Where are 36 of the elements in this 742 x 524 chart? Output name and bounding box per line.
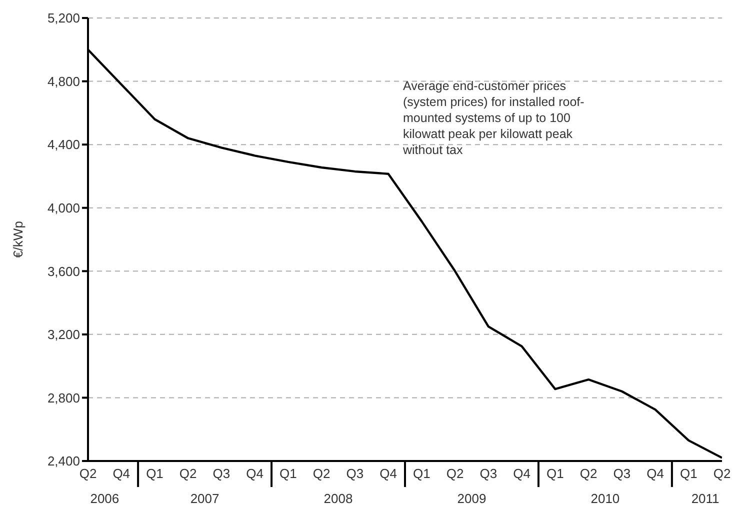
y-axis-title: €/kWp xyxy=(10,221,26,258)
x-tick-label: Q4 xyxy=(380,466,397,482)
text: 2011 xyxy=(691,491,720,506)
y-tick-label: 5,200 xyxy=(47,10,80,26)
y-tick-label: 4,400 xyxy=(47,137,80,152)
y-tick-label: 3,200 xyxy=(47,327,80,342)
x-tick-label: Q1 xyxy=(680,466,698,482)
x-tick-label: Q2 xyxy=(79,466,97,482)
x-tick-label: Q1 xyxy=(413,466,430,482)
x-tick-label: Q1 xyxy=(146,466,164,482)
y-tick-label: 4,800 xyxy=(47,74,80,89)
x-tick-label: Q1 xyxy=(280,466,297,482)
x-tick-label: Q4 xyxy=(112,466,130,482)
x-tick-label: Q2 xyxy=(713,466,731,482)
x-tick-label: Q2 xyxy=(446,466,464,482)
text: 2008 xyxy=(324,491,353,506)
x-tick-label: Q4 xyxy=(646,466,664,482)
x-tick-label: Q3 xyxy=(212,466,230,482)
x-tick-label: Q3 xyxy=(346,466,364,482)
x-tick-label: Q4 xyxy=(246,466,264,482)
x-tick-label: Q2 xyxy=(580,466,598,482)
x-tick-label: Q3 xyxy=(480,466,498,482)
y-tick-label: 4,000 xyxy=(47,200,80,216)
x-tick-label: Q1 xyxy=(546,466,564,482)
text: 2010 xyxy=(590,491,620,506)
x-tick-label: Q2 xyxy=(312,466,330,482)
x-tick-label: Q4 xyxy=(513,466,530,482)
y-tick-label: 2,400 xyxy=(47,454,80,469)
text: 2007 xyxy=(190,491,220,506)
y-tick-label: 3,600 xyxy=(47,264,80,279)
annotation: Average end-customer prices (system prices) for installed roof-mounted systems of up to 100 kilowatt peak per kilowatt peak without tax xyxy=(403,78,586,158)
text: 2006 xyxy=(90,491,120,506)
x-tick-label: Q3 xyxy=(613,466,631,482)
x-tick-label: Q2 xyxy=(179,466,197,482)
y-tick-label: 2,800 xyxy=(47,390,80,406)
text: 2009 xyxy=(457,491,486,506)
